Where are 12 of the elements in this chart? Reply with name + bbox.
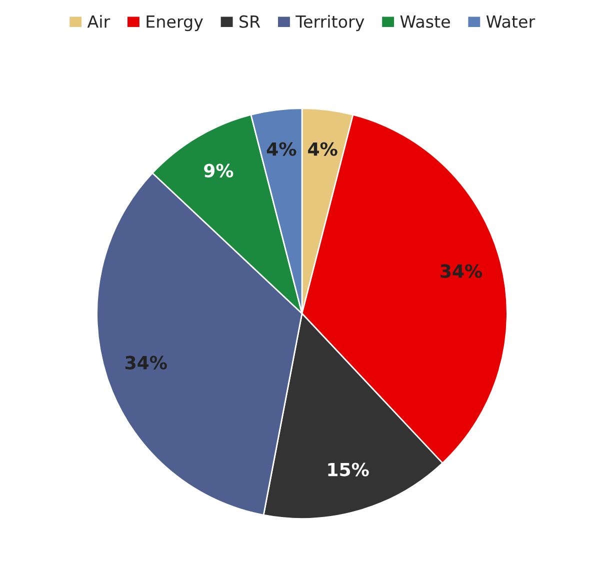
data-label: 15% — [328, 462, 369, 476]
data-label: 4% — [266, 142, 296, 156]
legend-label: Territory — [296, 15, 364, 32]
data-label: 34% — [125, 356, 167, 370]
legend-label: Air — [87, 15, 110, 28]
legend-label: SR — [240, 15, 260, 28]
legend-label: Water — [486, 16, 536, 28]
data-label: 4% — [308, 142, 338, 156]
data-label: 9% — [204, 164, 234, 178]
data-label: 34% — [440, 264, 482, 278]
legend-label: Energy — [146, 16, 203, 32]
legend-label: Waste — [400, 16, 450, 28]
